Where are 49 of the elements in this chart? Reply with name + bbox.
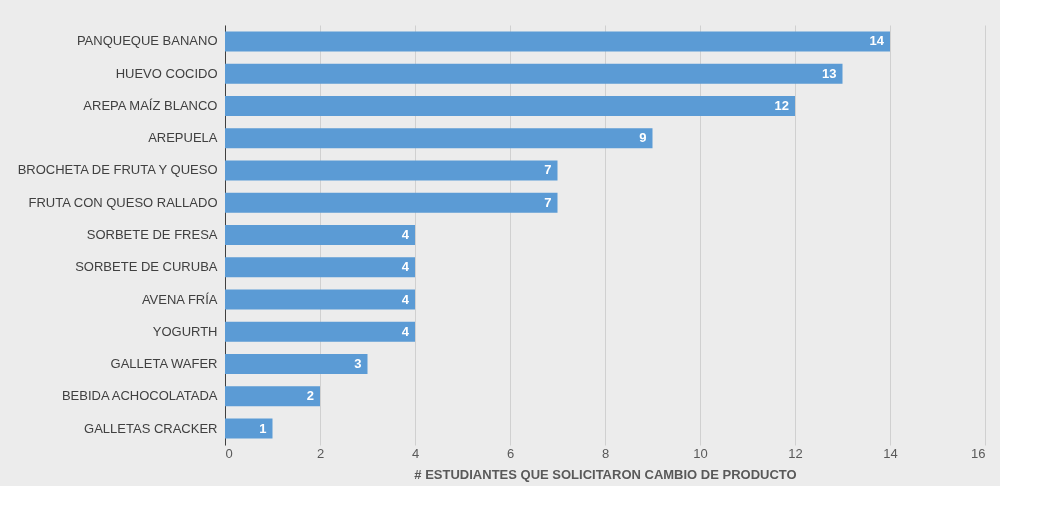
- y-tick-label: GALLETA WAFER: [110, 356, 218, 372]
- bar: [225, 418, 273, 439]
- bar: [225, 386, 320, 407]
- data-label: 4: [401, 227, 410, 242]
- x-tick-label: 12: [788, 445, 803, 461]
- data-label: 7: [544, 194, 552, 210]
- x-axis-title: # ESTUDIANTES QUE SOLICITARON CAMBIO DE PRODUCTO: [414, 466, 797, 482]
- bar: [225, 321, 415, 342]
- y-tick-label: AVENA FRÍA: [141, 291, 218, 307]
- y-tick-label: HUEVO COCIDO: [115, 65, 218, 81]
- x-tick-label: 2: [316, 445, 325, 461]
- data-label: 4: [401, 323, 410, 339]
- bar: [225, 160, 558, 181]
- bar: [225, 95, 795, 116]
- bar: [225, 257, 415, 278]
- y-tick-label: PANQUEQUE BANANO: [76, 33, 218, 49]
- data-label: 7: [544, 162, 552, 178]
- data-label: 4: [401, 291, 410, 307]
- data-label: 13: [822, 65, 837, 81]
- data-label: 3: [354, 356, 362, 372]
- bar: [225, 63, 843, 84]
- y-tick-label: BROCHETA DE FRUTA Y QUESO: [17, 162, 218, 178]
- bar: [225, 192, 558, 213]
- x-tick-label: 0: [225, 445, 233, 461]
- y-tick-label: AREPUELA: [148, 130, 218, 146]
- x-tick-label: 16: [971, 445, 986, 461]
- bar: [225, 31, 890, 52]
- data-label: 4: [401, 259, 410, 275]
- x-tick-label: 4: [411, 445, 420, 461]
- bar: [225, 354, 368, 375]
- y-tick-label: YOGURTH: [152, 323, 218, 339]
- x-tick-label: 14: [883, 445, 898, 461]
- y-tick-label: FRUTA CON QUESO RALLADO: [28, 194, 218, 210]
- y-tick-label: SORBETE DE FRESA: [86, 227, 218, 242]
- x-tick-label: 8: [601, 445, 610, 461]
- data-label: 12: [774, 97, 789, 113]
- data-label: 1: [259, 420, 267, 436]
- x-tick-label: 10: [693, 445, 708, 461]
- y-tick-label: BEBIDA ACHOCOLATADA: [61, 388, 218, 404]
- bar: [225, 289, 415, 310]
- data-label: 2: [306, 388, 314, 404]
- data-label: 14: [869, 33, 885, 49]
- data-label: 9: [639, 130, 647, 146]
- y-tick-label: SORBETE DE CURUBA: [75, 259, 218, 275]
- bar: [225, 225, 415, 245]
- x-tick-label: 6: [506, 445, 515, 461]
- y-tick-label: AREPA MAÍZ BLANCO: [83, 97, 218, 113]
- bar: [225, 128, 653, 149]
- y-tick-label: GALLETAS CRACKER: [84, 420, 218, 436]
